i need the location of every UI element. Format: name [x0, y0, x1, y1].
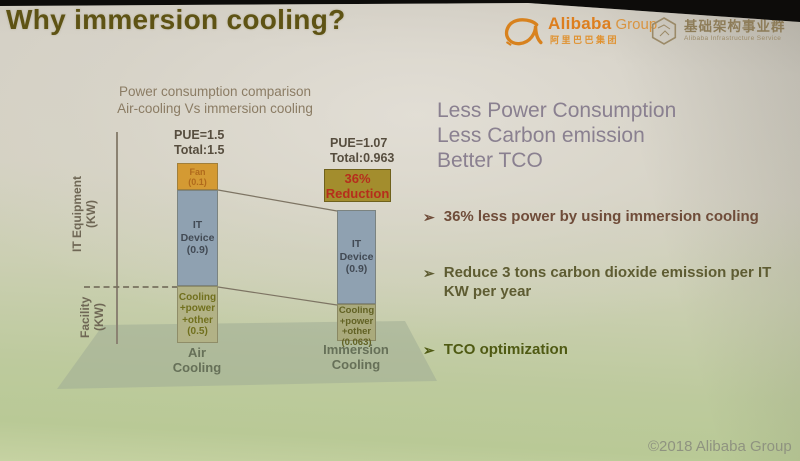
- copyright-notice: ©2018 Alibaba Group: [648, 438, 792, 455]
- alibaba-logo-suffix: Group: [615, 16, 658, 33]
- x-axis-label-immersion-cooling: Immersion Cooling: [323, 342, 389, 372]
- bullet-carbon-emission-text: Reduce 3 tons carbon dioxide emission pe…: [443, 264, 772, 300]
- bullet-less-power-text: 36% less power by using immersion coolin…: [443, 208, 759, 225]
- bullet-carbon-emission: ➢ Reduce 3 tons carbon dioxide emission …: [423, 264, 778, 301]
- key-benefits-heading: Less Power Consumption Less Carbon emiss…: [437, 98, 676, 173]
- bullet-tco-optimization: ➢ TCO optimization: [423, 341, 723, 360]
- page-title: Why immersion cooling?: [6, 4, 346, 35]
- segment-air-fan: Fan (0.1): [177, 163, 218, 190]
- x-axis-label-air-cooling: Air Cooling: [172, 345, 222, 375]
- y-axis-label-it-equipment: IT Equipment (KW): [70, 176, 98, 252]
- bullet-less-power: ➢ 36% less power by using immersion cool…: [423, 208, 775, 227]
- segment-air-cooling-power-other: Cooling +power +other (0.5): [177, 286, 218, 343]
- heading-line-power: Less Power Consumption: [437, 99, 677, 122]
- segment-immersion-cooling-power-other: Cooling +power +other (0.063): [337, 304, 376, 347]
- reduction-badge: 36% Reduction: [324, 169, 391, 202]
- heading-line-carbon: Less Carbon emission: [437, 124, 645, 147]
- alibaba-logo-chinese: 阿里巴巴集团: [550, 35, 620, 45]
- arrow-bullet-icon: ➢: [423, 209, 435, 225]
- y-axis-label-facility: Facility (KW): [78, 296, 106, 338]
- alibaba-logo-text: Alibaba Group 阿里巴巴集团: [548, 15, 657, 45]
- alibaba-logo-name: Alibaba: [548, 14, 612, 33]
- y-axis-line: [116, 132, 118, 344]
- segment-immersion-it-device: IT Device (0.9): [337, 210, 376, 304]
- facility-divider-dashed-line: [84, 286, 217, 288]
- arrow-bullet-icon: ➢: [423, 342, 435, 358]
- pue-label-air: PUE=1.5 Total:1.5: [174, 128, 225, 157]
- pue-label-immersion: PUE=1.07 Total:0.963: [330, 136, 395, 165]
- heading-line-tco: Better TCO: [437, 149, 543, 172]
- bar-air-cooling: Fan (0.1) IT Device (0.9) Cooling +power…: [177, 163, 218, 343]
- bullet-tco-optimization-text: TCO optimization: [443, 341, 568, 358]
- segment-air-it-device: IT Device (0.9): [177, 190, 218, 286]
- infra-logo-chinese: 基础架构事业群: [684, 18, 786, 34]
- infra-logo-english: Alibaba Infrastructure Service: [684, 35, 782, 42]
- alibaba-group-logo: Alibaba Group 阿里巴巴集团: [502, 15, 657, 47]
- hexagon-icon: [651, 17, 677, 45]
- chart-title: Power consumption comparison Air-cooling…: [117, 84, 313, 116]
- arrow-bullet-icon: ➢: [423, 265, 435, 281]
- alibaba-mark-icon: [504, 18, 543, 46]
- infrastructure-group-logo: 基础架构事业群 Alibaba Infrastructure Service: [649, 16, 786, 46]
- infra-logo-text: 基础架构事业群 Alibaba Infrastructure Service: [684, 18, 786, 43]
